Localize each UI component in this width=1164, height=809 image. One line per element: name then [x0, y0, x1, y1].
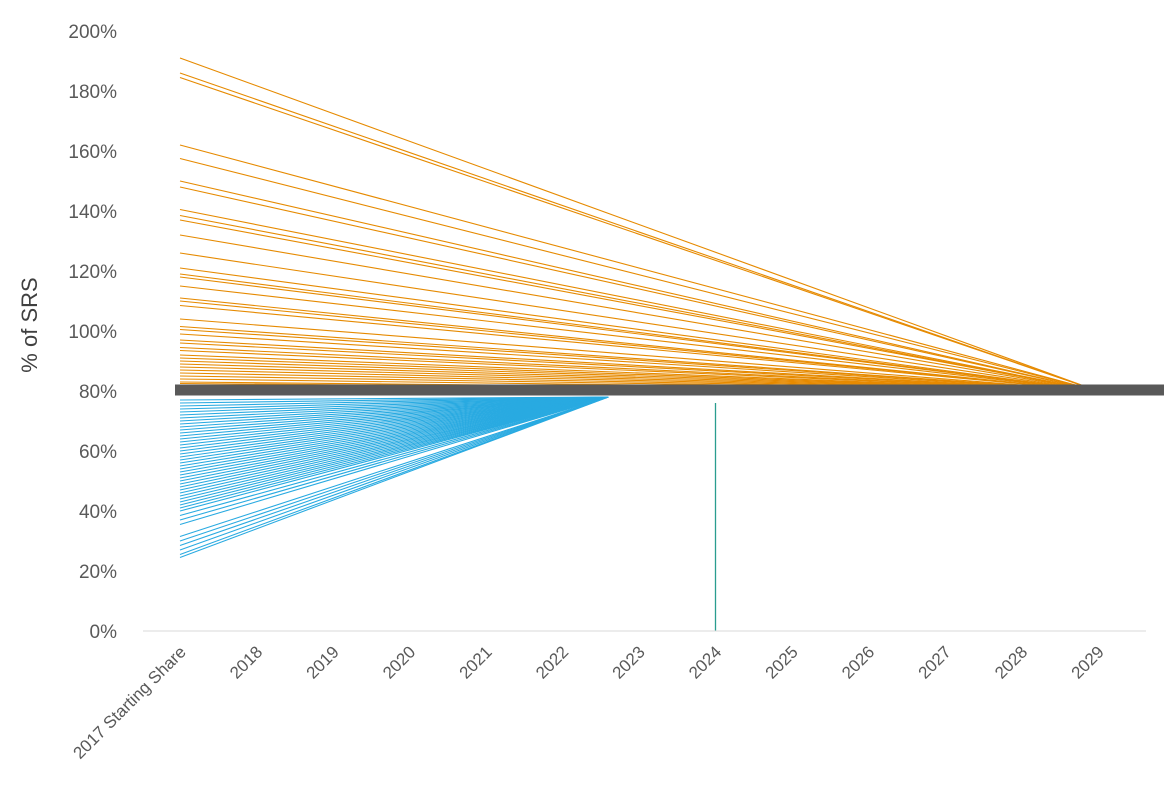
y-tick-label: 180% [68, 82, 117, 103]
plot-lines [175, 57, 1164, 631]
y-tick-label: 60% [79, 442, 117, 463]
x-tick-label: 2029 [1068, 642, 1108, 682]
above-target-line [179, 180, 1099, 392]
x-tick-label: 2024 [685, 642, 725, 682]
above-target-line [179, 219, 1099, 392]
above-target-line [179, 342, 1099, 392]
below-target-line [179, 396, 609, 542]
below-target-line [179, 396, 609, 521]
y-tick-label: 0% [90, 622, 118, 643]
x-axis: 2017 Starting Share 2018 2019 2020 2021 2022 2… [69, 642, 1107, 762]
above-target-line [179, 57, 1099, 392]
above-target-line [179, 276, 1099, 392]
above-target-line [179, 208, 1099, 392]
y-axis-label: % of SRS [17, 277, 42, 372]
x-tick-label: 2023 [609, 642, 649, 682]
x-tick-label: 2020 [379, 642, 419, 682]
y-tick-label: 80% [79, 382, 117, 403]
above-target-line [179, 157, 1099, 392]
y-axis: 0% 20% 40% 60% 80% 100% 120% 140% 160% 180% 200% [68, 22, 117, 643]
below-target-line [179, 396, 609, 559]
x-tick-label: 2027 [915, 642, 955, 682]
above-target-line [179, 76, 1099, 392]
below-target-line [179, 396, 609, 517]
x-tick-label: 2018 [226, 642, 266, 682]
below-target-line [179, 396, 609, 547]
above-target-line [179, 72, 1099, 392]
above-target-line [179, 214, 1099, 392]
above-target-line [179, 285, 1099, 392]
y-tick-label: 20% [79, 562, 117, 583]
x-tick-label: 2021 [456, 642, 496, 682]
above-target-line [179, 144, 1099, 392]
x-tick-label: 2026 [838, 642, 878, 682]
above-target-line [179, 252, 1099, 392]
y-tick-label: 40% [79, 502, 117, 523]
y-tick-label: 100% [68, 322, 117, 343]
above-target-line [179, 333, 1099, 392]
x-tick-label: 2025 [762, 642, 802, 682]
above-target-line [179, 304, 1099, 392]
above-target-line [179, 349, 1099, 392]
x-tick-label: 2017 Starting Share [69, 642, 189, 762]
y-tick-label: 160% [68, 142, 117, 163]
below-target-line [179, 396, 609, 526]
above-target-line [179, 186, 1099, 392]
above-target-line [179, 328, 1099, 392]
x-tick-label: 2022 [532, 642, 572, 682]
below-target-line [179, 396, 609, 551]
x-tick-label: 2028 [991, 642, 1031, 682]
x-tick-label: 2019 [303, 642, 343, 682]
below-target-line [179, 396, 609, 512]
above-target-line [179, 267, 1099, 392]
y-tick-label: 120% [68, 262, 117, 283]
above-target-line [179, 234, 1099, 392]
below-target-line [179, 396, 609, 538]
above-target-line [179, 318, 1099, 392]
y-tick-label: 200% [68, 22, 117, 43]
y-tick-label: 140% [68, 202, 117, 223]
above-target-line [179, 300, 1099, 392]
